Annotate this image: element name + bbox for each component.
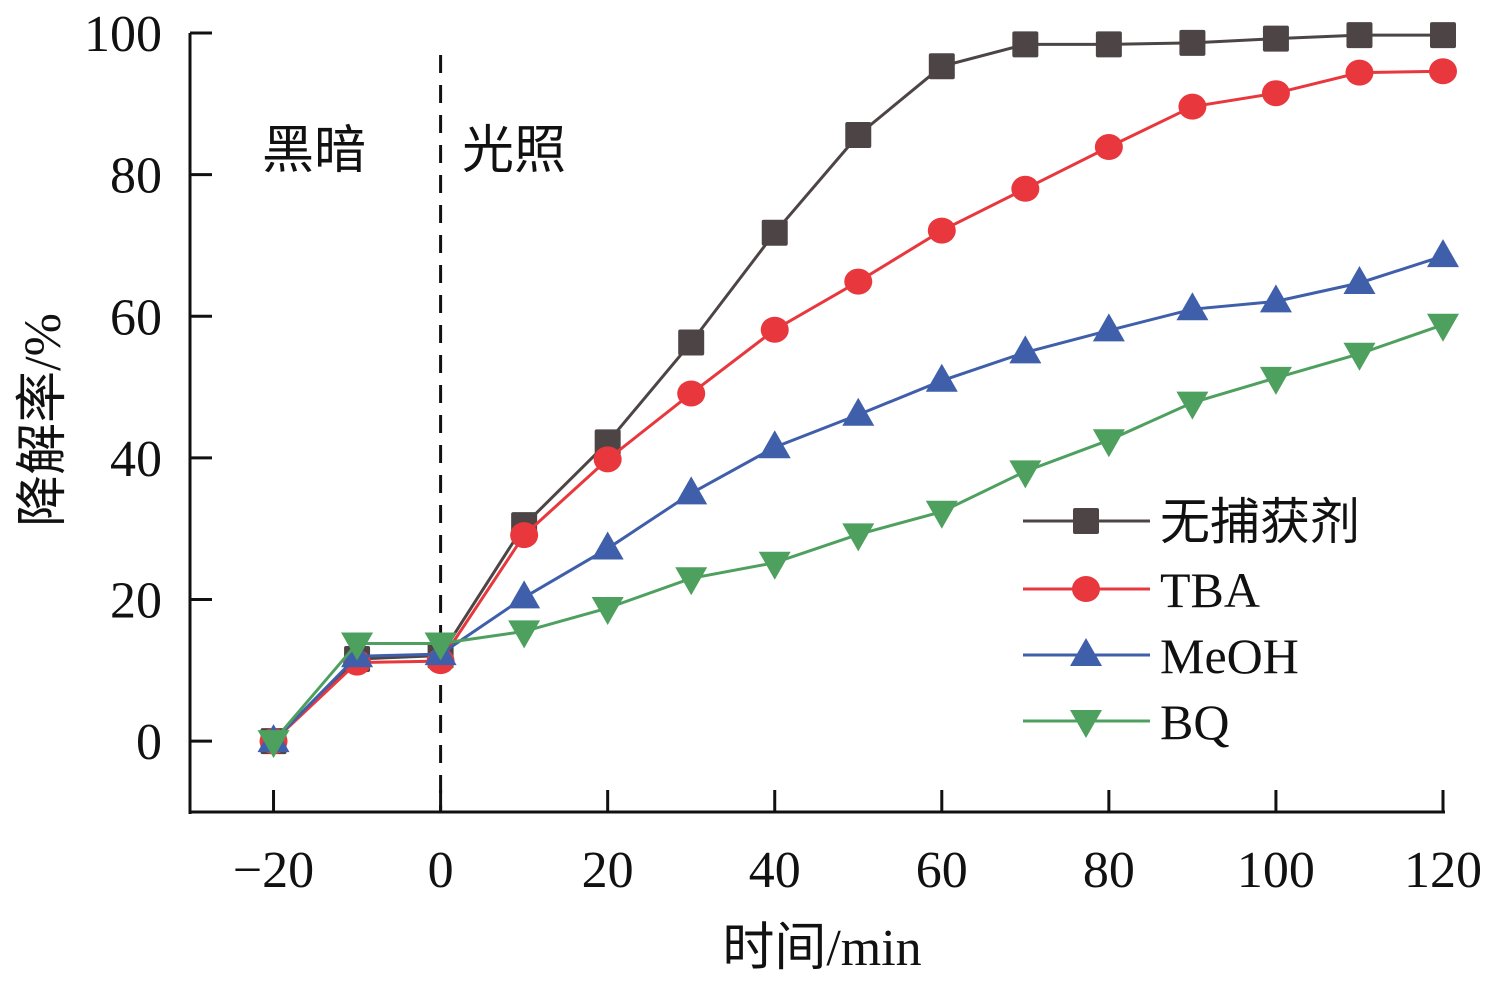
- series-BQ: [257, 313, 1459, 759]
- y-tick-label: 80: [110, 148, 162, 205]
- marker-triangle-up: [925, 363, 958, 392]
- marker-square: [678, 329, 705, 356]
- x-tick-label: −20: [233, 842, 314, 899]
- marker-triangle-down: [1427, 313, 1459, 342]
- x-tick-label: 120: [1404, 842, 1482, 899]
- marker-square: [1262, 25, 1289, 52]
- marker-circle: [1178, 93, 1207, 120]
- marker-circle: [1072, 576, 1100, 602]
- x-tick-label: 40: [749, 842, 801, 899]
- marker-triangle-down: [925, 500, 958, 529]
- marker-triangle-up: [675, 476, 708, 505]
- marker-triangle-down: [508, 620, 541, 649]
- marker-triangle-down: [424, 632, 457, 661]
- marker-triangle-down: [1343, 342, 1376, 371]
- marker-triangle-down: [591, 597, 624, 626]
- x-tick-label: 80: [1083, 842, 1135, 899]
- marker-triangle-down: [1009, 460, 1042, 489]
- series-group: [257, 22, 1459, 759]
- marker-circle: [1345, 59, 1374, 86]
- annotation-light: 光照: [462, 123, 566, 180]
- marker-square: [1179, 29, 1206, 56]
- marker-square: [928, 53, 955, 80]
- x-tick-label: 20: [582, 842, 634, 899]
- marker-circle: [844, 268, 873, 295]
- x-axis-label: 时间/min: [722, 920, 921, 977]
- x-tick-label: 60: [916, 842, 968, 899]
- legend-label: BQ: [1160, 694, 1229, 750]
- marker-triangle-up: [1176, 292, 1209, 321]
- marker-square: [1430, 22, 1456, 49]
- legend-label: MeOH: [1160, 628, 1299, 684]
- y-axis-label: 降解率/%: [15, 313, 72, 527]
- marker-triangle-down: [257, 730, 290, 759]
- marker-circle: [1094, 134, 1123, 161]
- marker-square: [1073, 508, 1099, 534]
- marker-square: [1012, 31, 1039, 58]
- marker-triangle-up: [591, 531, 624, 560]
- marker-square: [845, 121, 872, 148]
- axes: 0 20 40 60 80 100 −20 0 20 40 60 80 100 120: [84, 6, 1482, 899]
- marker-triangle-up: [1343, 265, 1376, 294]
- marker-square: [761, 219, 788, 246]
- x-tick-label: 100: [1237, 842, 1315, 899]
- marker-triangle-down: [675, 567, 708, 596]
- marker-square: [1095, 31, 1122, 58]
- marker-circle: [760, 316, 789, 343]
- marker-triangle-up: [1009, 335, 1042, 364]
- marker-triangle-down: [842, 523, 875, 552]
- marker-triangle-up: [1259, 284, 1292, 313]
- marker-circle: [1429, 58, 1457, 85]
- marker-triangle-down: [341, 632, 374, 661]
- marker-triangle-up: [1070, 638, 1102, 666]
- y-tick-label: 20: [110, 573, 162, 630]
- x-tick-label: 0: [428, 842, 454, 899]
- marker-triangle-up: [1092, 313, 1125, 342]
- marker-triangle-up: [508, 580, 541, 609]
- marker-circle: [1261, 80, 1290, 107]
- marker-square: [1346, 22, 1373, 49]
- legend-item: BQ: [1023, 694, 1229, 750]
- legend-label: 无捕获剂: [1160, 494, 1360, 550]
- marker-circle: [927, 217, 956, 244]
- marker-circle: [593, 446, 622, 473]
- legend: 无捕获剂 TBA MeOH BQ: [1023, 494, 1360, 750]
- marker-triangle-down: [758, 551, 791, 580]
- marker-triangle-down: [1259, 366, 1292, 395]
- y-tick-label: 0: [136, 714, 162, 771]
- marker-circle: [510, 522, 539, 549]
- marker-triangle-up: [1427, 239, 1459, 268]
- marker-triangle-down: [1070, 710, 1102, 738]
- annotation-dark: 黑暗: [262, 123, 366, 180]
- y-tick-label: 60: [110, 289, 162, 346]
- marker-triangle-up: [842, 397, 875, 426]
- legend-label: TBA: [1160, 562, 1260, 618]
- marker-circle: [677, 380, 706, 407]
- legend-item: MeOH: [1023, 628, 1299, 684]
- legend-item: 无捕获剂: [1023, 494, 1360, 550]
- marker-triangle-up: [758, 430, 791, 459]
- y-tick-label: 40: [110, 431, 162, 488]
- y-tick-label: 100: [84, 6, 162, 63]
- marker-triangle-down: [1092, 429, 1125, 458]
- legend-item: TBA: [1023, 562, 1260, 618]
- marker-circle: [1011, 175, 1040, 202]
- marker-triangle-down: [1176, 391, 1209, 420]
